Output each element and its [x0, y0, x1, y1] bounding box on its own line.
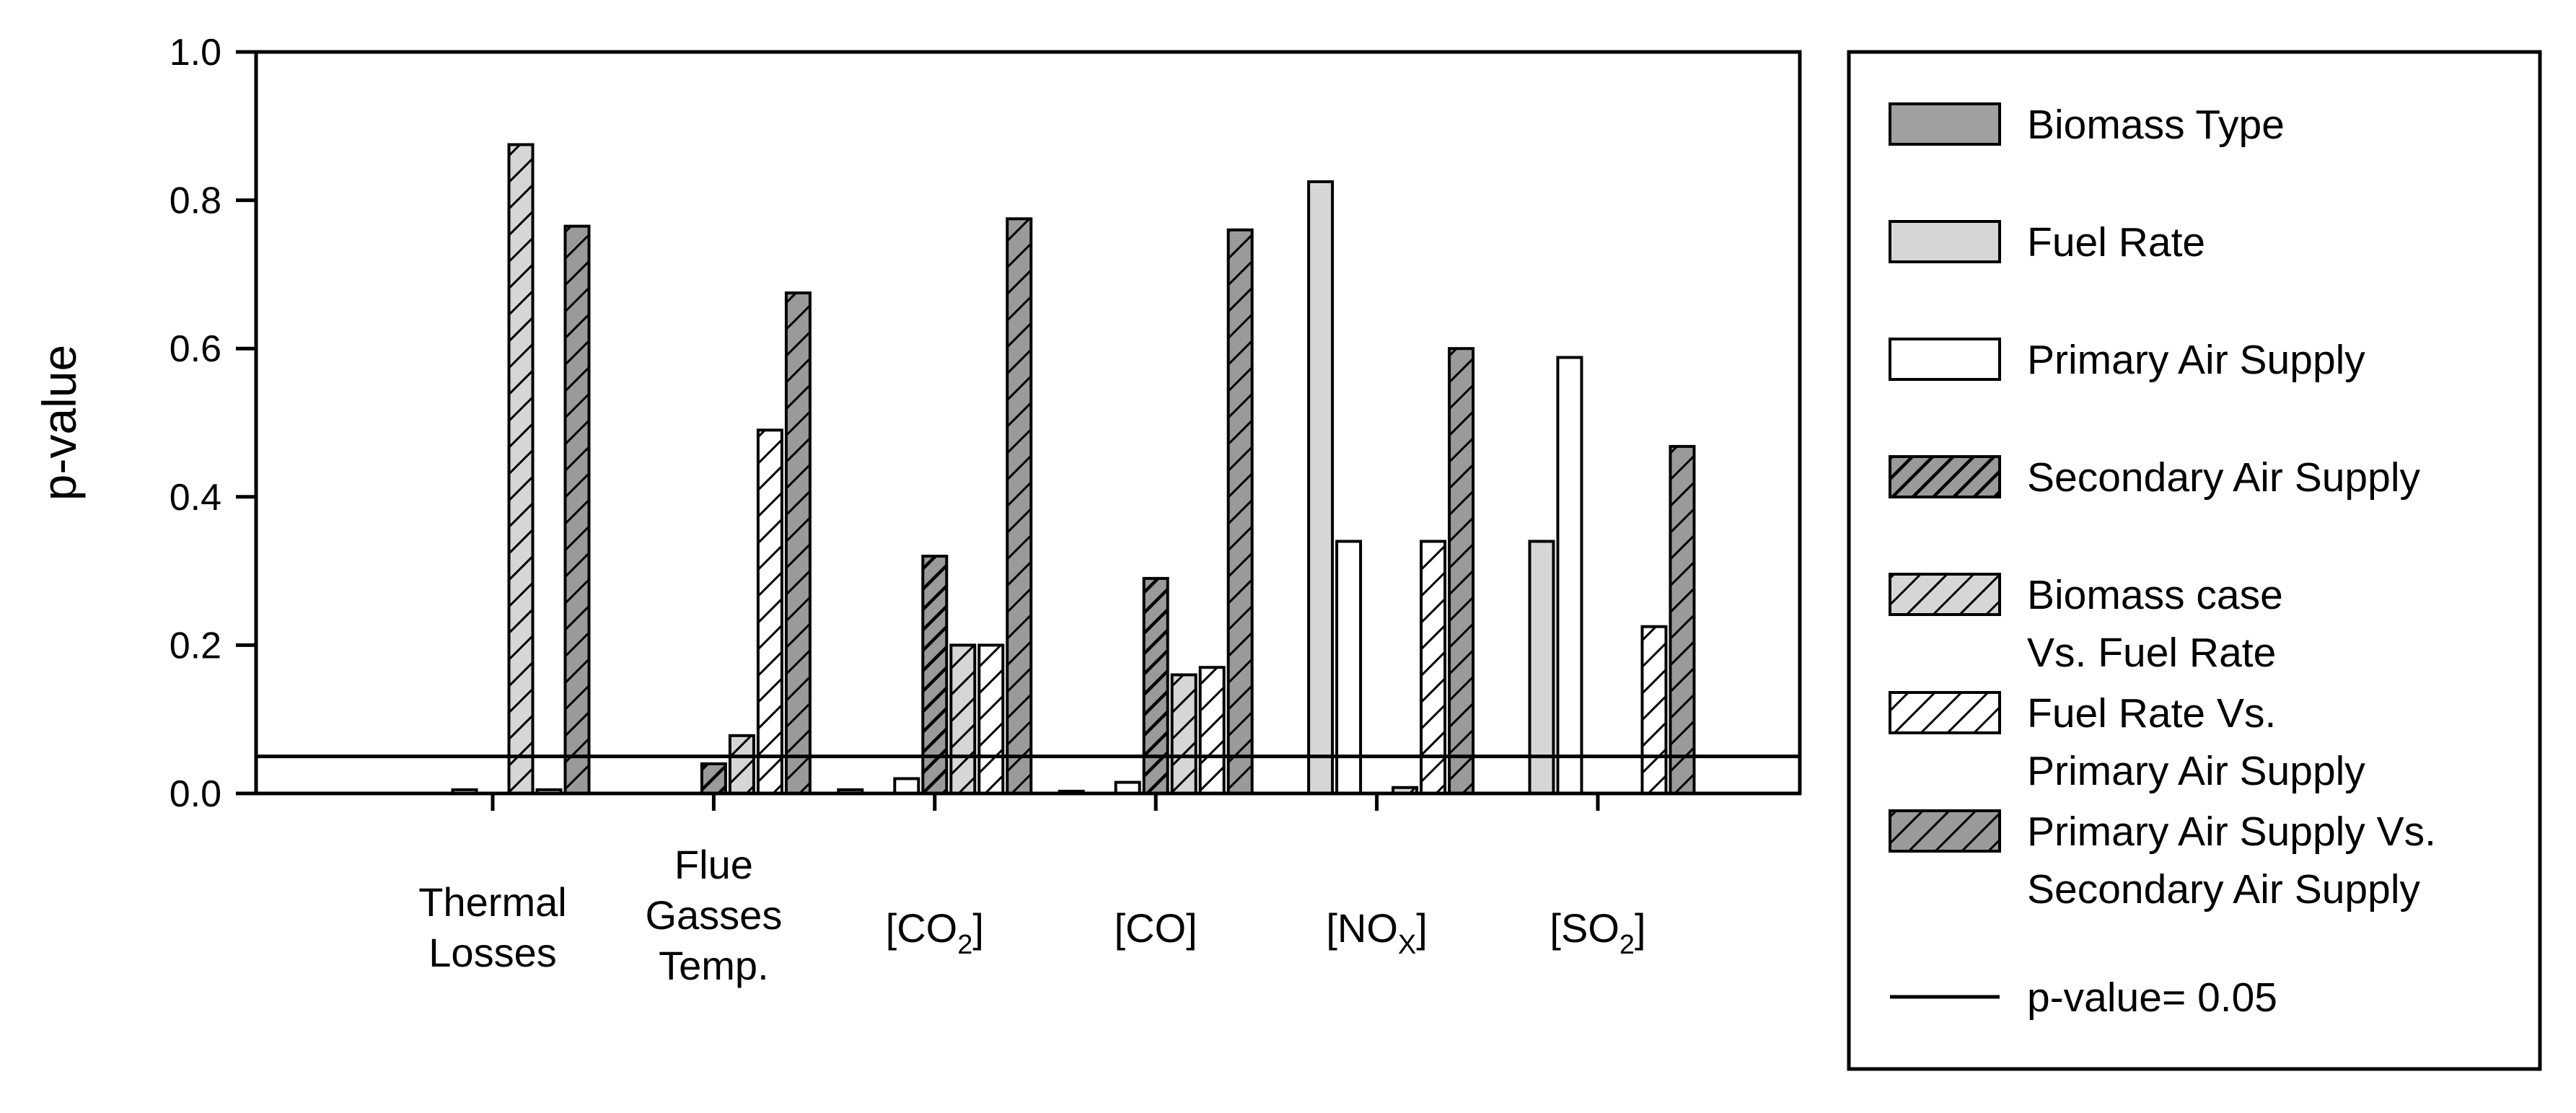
legend-swatch [1889, 102, 2001, 146]
bar-series5-cat3 [949, 643, 977, 796]
legend-label: Fuel Rate [2027, 219, 2205, 265]
category-label: [CO] [1115, 905, 1197, 951]
axes-layer: 0.0 0.2 0.4 0.6 0.8 1.0 Thermal Losses Flue Gasse… [32, 32, 1802, 988]
category-label-post: ] [1635, 905, 1646, 951]
category-label: [CO2] [886, 905, 984, 960]
legend-swatch [1889, 455, 2001, 498]
legend-label: Primary Air Supply [2027, 337, 2365, 383]
bar-series5-cat4 [1170, 673, 1197, 796]
bars-layer [451, 143, 1696, 796]
plot-frame [254, 50, 1802, 796]
legend-label: Biomass Type [2027, 102, 2285, 148]
category-label: Temp. [659, 943, 769, 988]
category-label-base: [CO] [1115, 905, 1197, 951]
bar-series7-cat2 [784, 291, 812, 796]
legend-swatch [1889, 220, 2001, 263]
bar-series4-cat2 [700, 762, 727, 796]
legend-label: Biomass case [2027, 572, 2283, 618]
legend-label: Primary Air Supply [2027, 748, 2365, 794]
category-label-base: [SO [1549, 905, 1619, 951]
bar-series6-cat2 [756, 428, 783, 796]
category-label-post: ] [1416, 905, 1428, 951]
bar-series2-cat5 [1307, 180, 1335, 795]
bar-series7-cat5 [1448, 347, 1475, 795]
legend-label: Fuel Rate Vs. [2027, 690, 2276, 736]
y-tick-label: 0.4 [170, 477, 221, 519]
legend-label: Secondary Air Supply [2027, 866, 2420, 912]
legend-box [1847, 50, 2542, 1071]
legend-label: Vs. Fuel Rate [2027, 630, 2276, 676]
legend-label: Primary Air Supply Vs. [2027, 809, 2436, 855]
bar-series7-cat6 [1669, 444, 1696, 795]
y-tick-label: 0.8 [170, 180, 221, 222]
bar-series5-cat2 [728, 734, 755, 795]
y-tick-label: 0.0 [170, 773, 221, 815]
bar-series7-cat3 [1006, 217, 1033, 795]
legend-swatch [1889, 573, 2001, 616]
category-label: Flue [674, 842, 753, 887]
category-label: Gasses [645, 892, 782, 938]
bar-series4-cat4 [1142, 576, 1169, 795]
bar-series6-cat3 [977, 643, 1005, 796]
bar-series3-cat6 [1556, 356, 1583, 795]
legend-label: p-value= 0.05 [2027, 975, 2277, 1021]
category-label-subscript: 2 [957, 930, 972, 960]
category-label-post: ] [972, 905, 984, 951]
category-label-subscript: X [1398, 930, 1416, 960]
bar-series6-cat5 [1420, 540, 1447, 795]
bar-series7-cat1 [563, 224, 591, 795]
y-tick-label: 0.2 [170, 625, 221, 667]
category-label-base: [CO [886, 905, 958, 951]
y-axis-title: p-value [32, 345, 86, 501]
category-label: [SO2] [1549, 905, 1645, 960]
legend-label: Secondary Air Supply [2027, 454, 2420, 501]
category-label: [NOX] [1326, 905, 1427, 960]
y-tick-label: 1.0 [170, 32, 221, 74]
legend: Biomass Type Fuel Rate Primary Air Supply S… [1847, 50, 2542, 1071]
bar-series3-cat3 [893, 777, 920, 795]
category-label: Losses [428, 930, 556, 975]
bar-series6-cat4 [1198, 666, 1226, 795]
bar-series7-cat4 [1226, 228, 1254, 796]
category-label-subscript: 2 [1619, 930, 1635, 960]
category-label-base: [NO [1326, 905, 1398, 951]
bar-series6-cat6 [1640, 625, 1668, 796]
legend-swatch [1889, 338, 2001, 381]
legend-swatch [1889, 809, 2001, 853]
category-label: Thermal [418, 879, 566, 925]
y-tick-label: 0.6 [170, 328, 221, 370]
legend-swatch [1889, 691, 2001, 734]
bar-series5-cat1 [507, 143, 535, 795]
